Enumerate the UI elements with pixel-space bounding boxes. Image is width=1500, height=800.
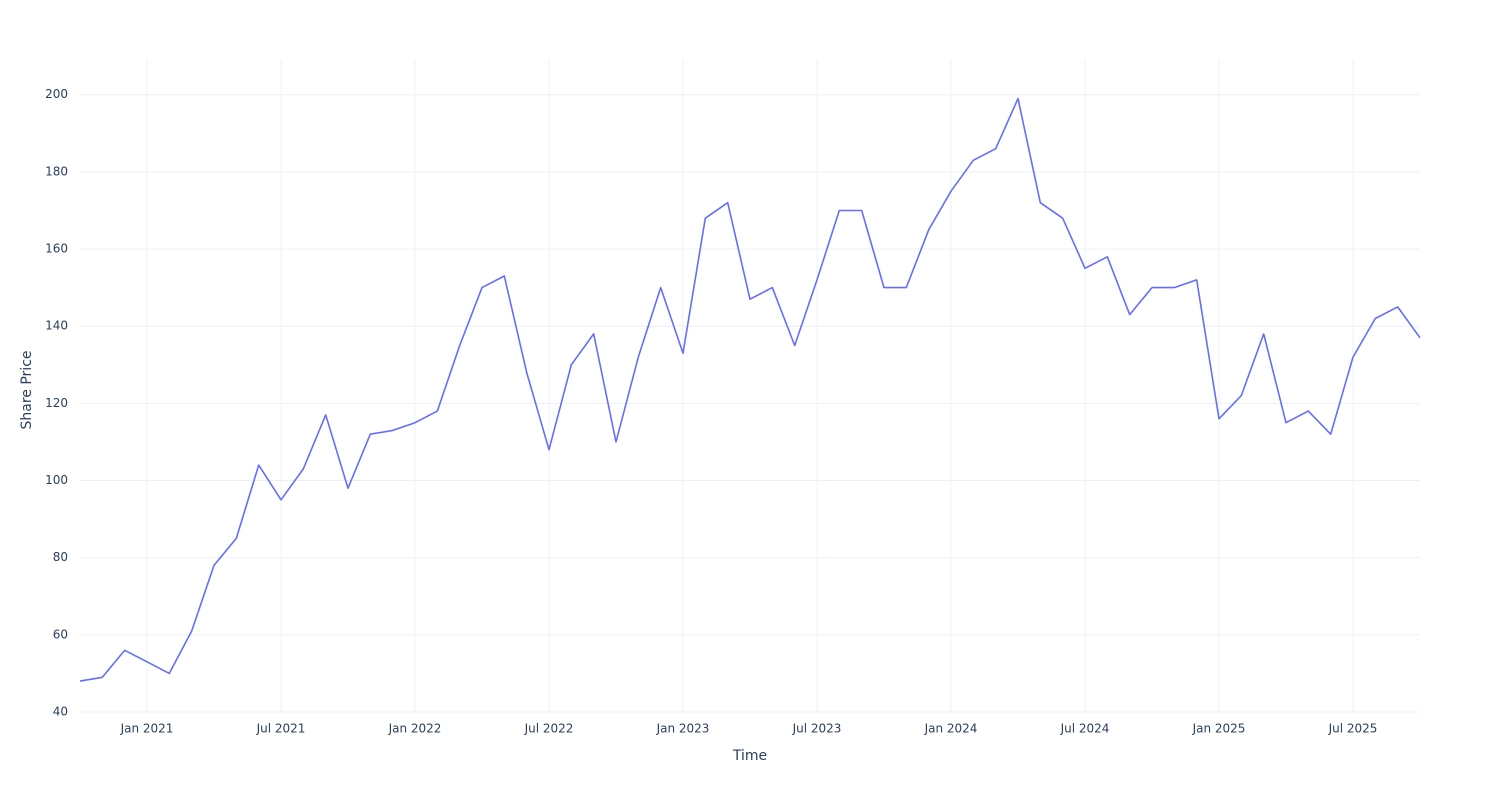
x-axis-title: Time xyxy=(732,748,767,764)
x-tick-label: Jan 2021 xyxy=(120,722,174,736)
x-tick-label: Jul 2021 xyxy=(256,722,306,736)
x-tick-label: Jan 2023 xyxy=(656,722,710,736)
y-tick-label: 100 xyxy=(45,473,68,487)
price-line xyxy=(79,97,1421,682)
y-tick-label: 160 xyxy=(45,242,68,256)
y-tick-label: 200 xyxy=(45,87,68,101)
x-tick-label: Jan 2024 xyxy=(924,722,978,736)
y-tick-label: 40 xyxy=(53,705,68,719)
x-tick-label: Jan 2025 xyxy=(1192,722,1246,736)
x-tick-label: Jul 2022 xyxy=(524,722,574,736)
x-tick-label: Jan 2022 xyxy=(388,722,442,736)
y-tick-label: 60 xyxy=(53,627,68,641)
x-tick-label: Jul 2024 xyxy=(1060,722,1110,736)
x-tick-label: Jul 2023 xyxy=(792,722,842,736)
x-tick-label: Jul 2025 xyxy=(1328,722,1378,736)
y-axis-title: Share Price xyxy=(19,350,35,429)
y-tick-label: 80 xyxy=(53,550,68,564)
y-tick-label: 180 xyxy=(45,164,68,178)
y-tick-label: 120 xyxy=(45,396,68,410)
y-tick-label: 140 xyxy=(45,319,68,333)
